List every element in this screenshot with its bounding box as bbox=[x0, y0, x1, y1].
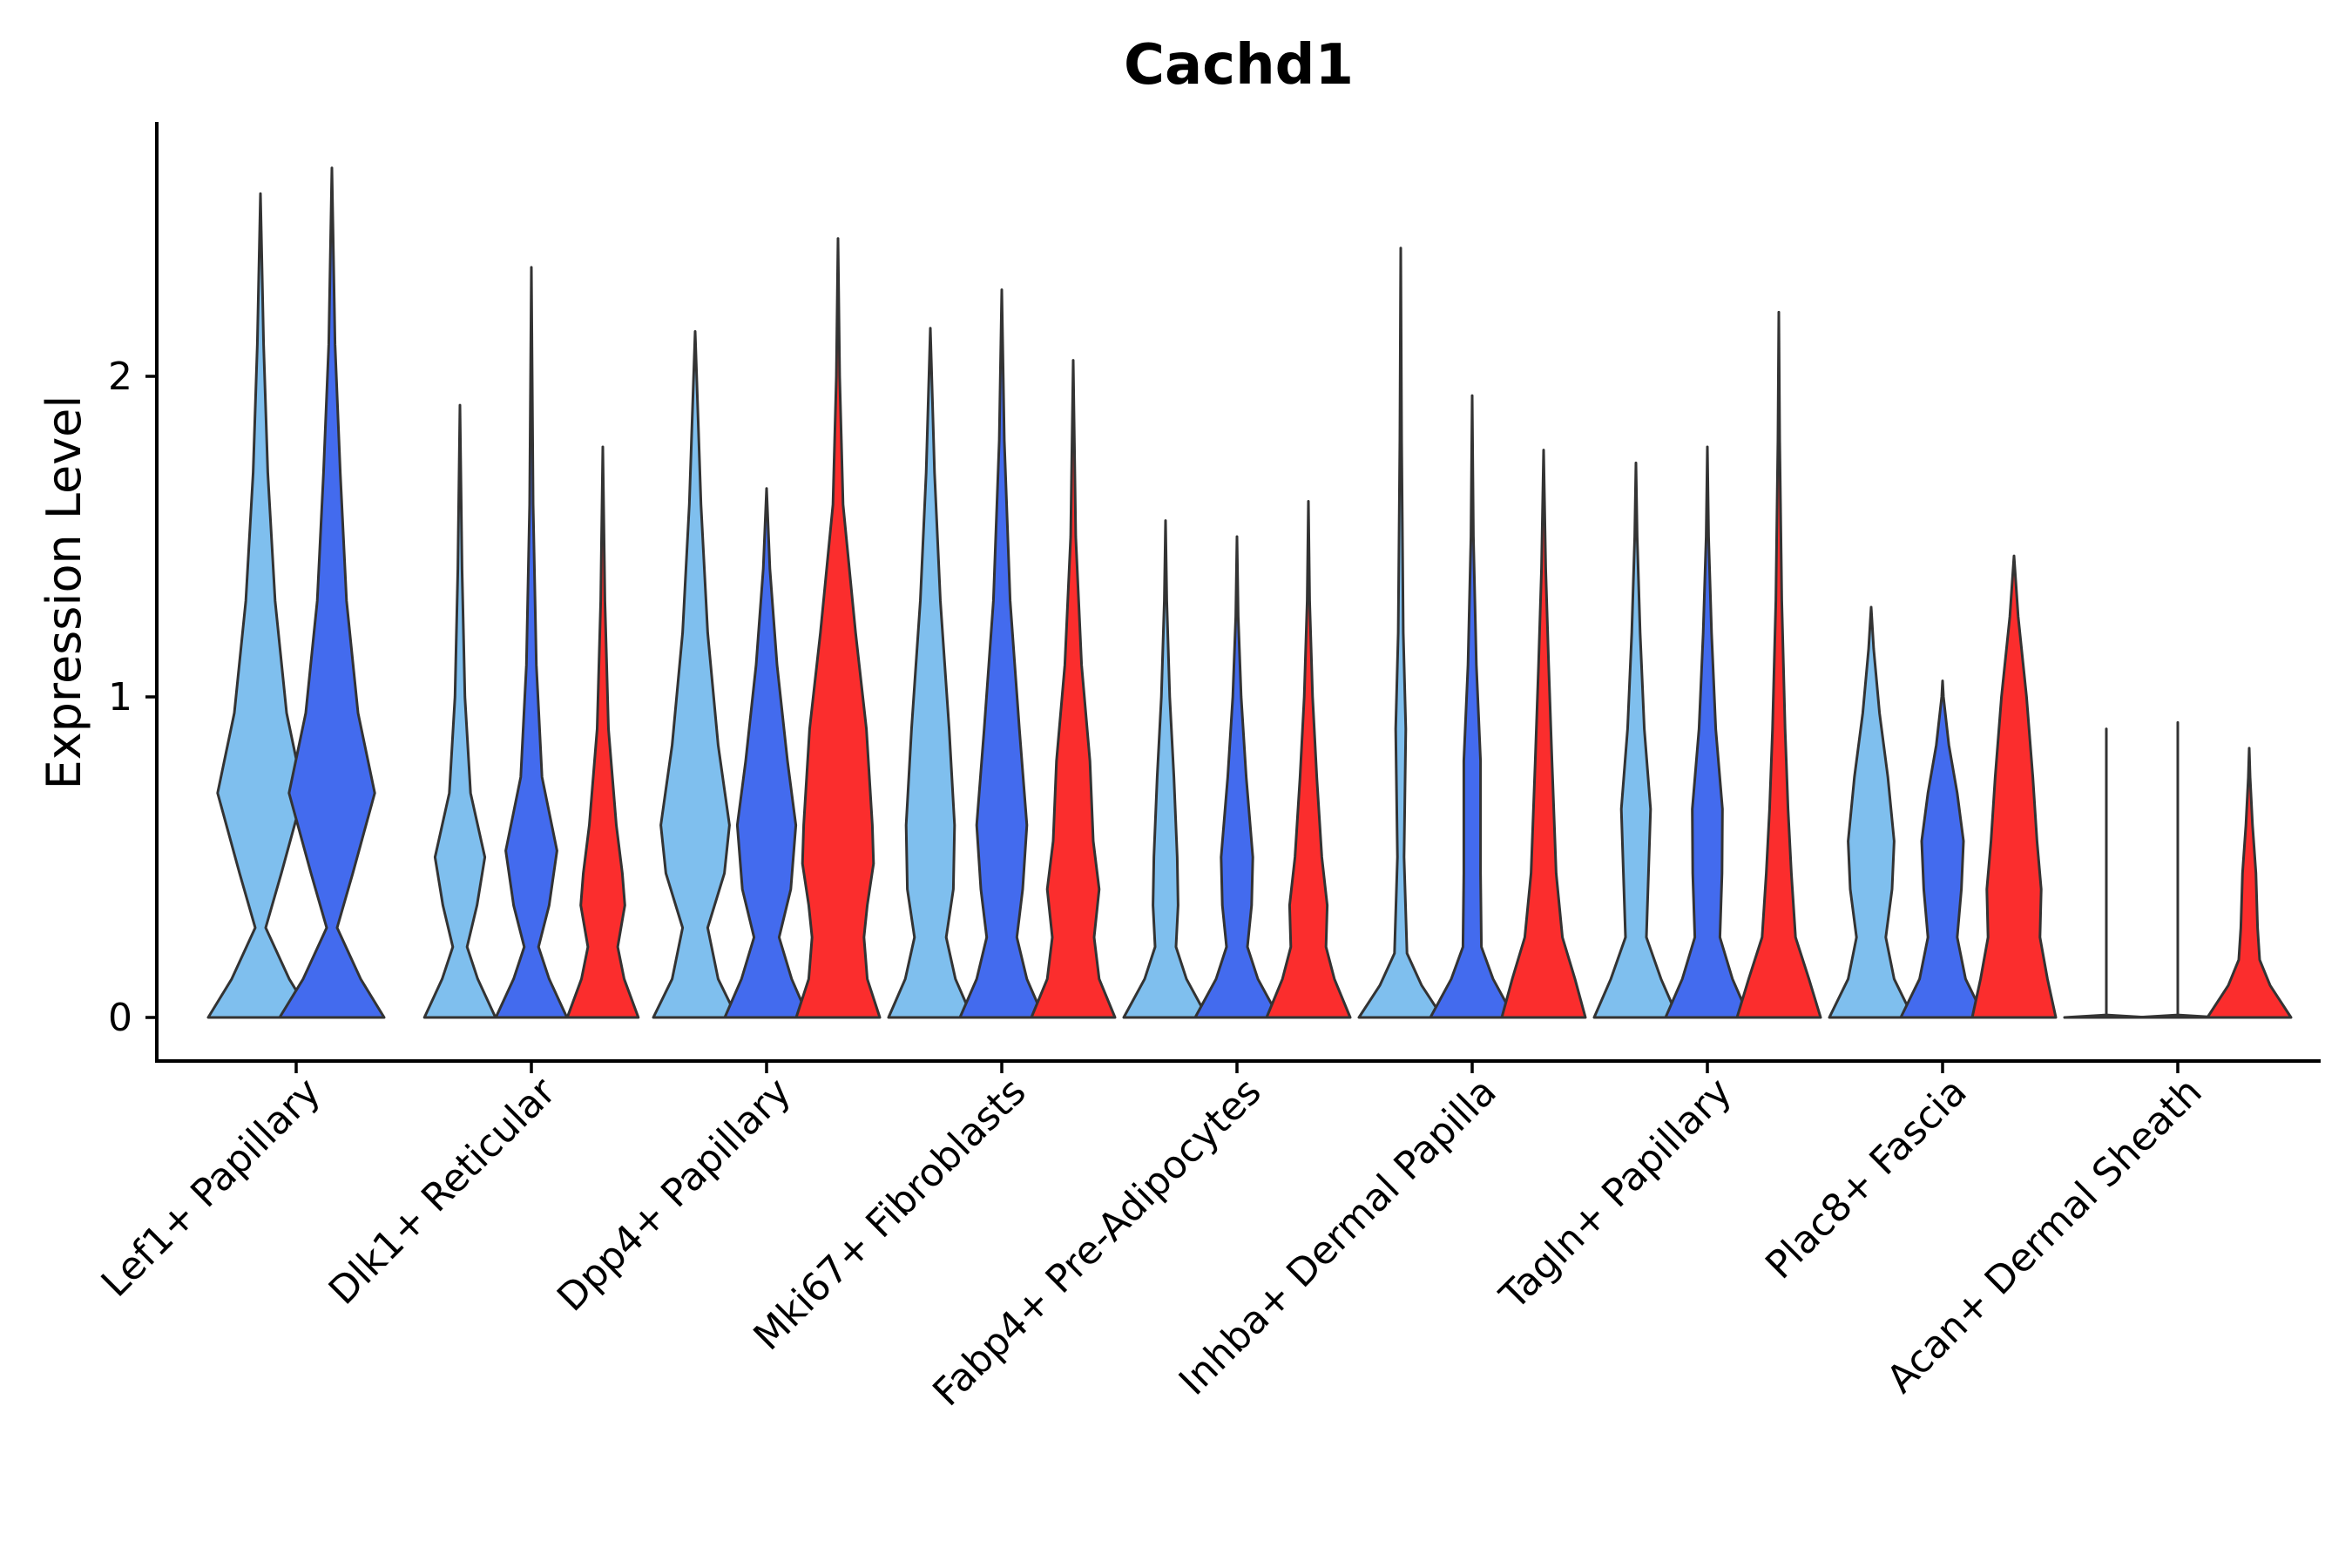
violin-8-1 bbox=[1828, 605, 1915, 1019]
violin-5-2 bbox=[1193, 535, 1281, 1019]
violin-2-1 bbox=[422, 403, 497, 1019]
violin-6-3 bbox=[1500, 449, 1587, 1019]
chart-title: Cachd1 bbox=[1124, 33, 1354, 98]
y-tick-label: 0 bbox=[108, 996, 132, 1040]
violin-3-2 bbox=[723, 487, 810, 1019]
y-axis-label: Expression Level bbox=[37, 395, 91, 790]
violin-6-2 bbox=[1429, 394, 1516, 1019]
violin-4-1 bbox=[887, 327, 974, 1019]
violin-7-2 bbox=[1664, 445, 1751, 1019]
violin-3-3 bbox=[794, 237, 882, 1019]
x-tick-label: Plac8+ Fascia bbox=[1757, 1070, 1976, 1288]
violin-marks bbox=[206, 166, 2293, 1019]
violin-1-1 bbox=[206, 192, 314, 1019]
violin-4-2 bbox=[958, 288, 1045, 1019]
y-tick-label: 1 bbox=[108, 675, 132, 720]
x-tick-label: Dpp4+ Papillary bbox=[549, 1070, 800, 1321]
violin-6-1 bbox=[1357, 247, 1444, 1019]
y-ticks: 0 1 2 bbox=[108, 355, 157, 1040]
violin-4-3 bbox=[1030, 359, 1117, 1019]
violin-9-2 bbox=[2134, 720, 2221, 1019]
violin-8-2 bbox=[1899, 679, 1986, 1019]
violin-9-1 bbox=[2063, 727, 2150, 1019]
x-tick-label: Lef1+ Papillary bbox=[93, 1070, 329, 1306]
violin-2-2 bbox=[494, 266, 569, 1019]
violin-1-2 bbox=[278, 166, 386, 1019]
x-tick-label: Tagln+ Papillary bbox=[1491, 1070, 1740, 1319]
violin-7-3 bbox=[1735, 310, 1822, 1019]
x-tick-label: Dlk1+ Reticular bbox=[321, 1069, 565, 1314]
violin-2-3 bbox=[565, 445, 640, 1019]
violin-9-3 bbox=[2206, 747, 2293, 1019]
y-tick-label: 2 bbox=[108, 355, 132, 399]
violin-3-1 bbox=[652, 330, 739, 1019]
violin-5-1 bbox=[1122, 519, 1209, 1019]
violin-5-3 bbox=[1265, 500, 1352, 1019]
violin-8-3 bbox=[1970, 554, 2058, 1019]
violin-7-1 bbox=[1592, 461, 1680, 1019]
